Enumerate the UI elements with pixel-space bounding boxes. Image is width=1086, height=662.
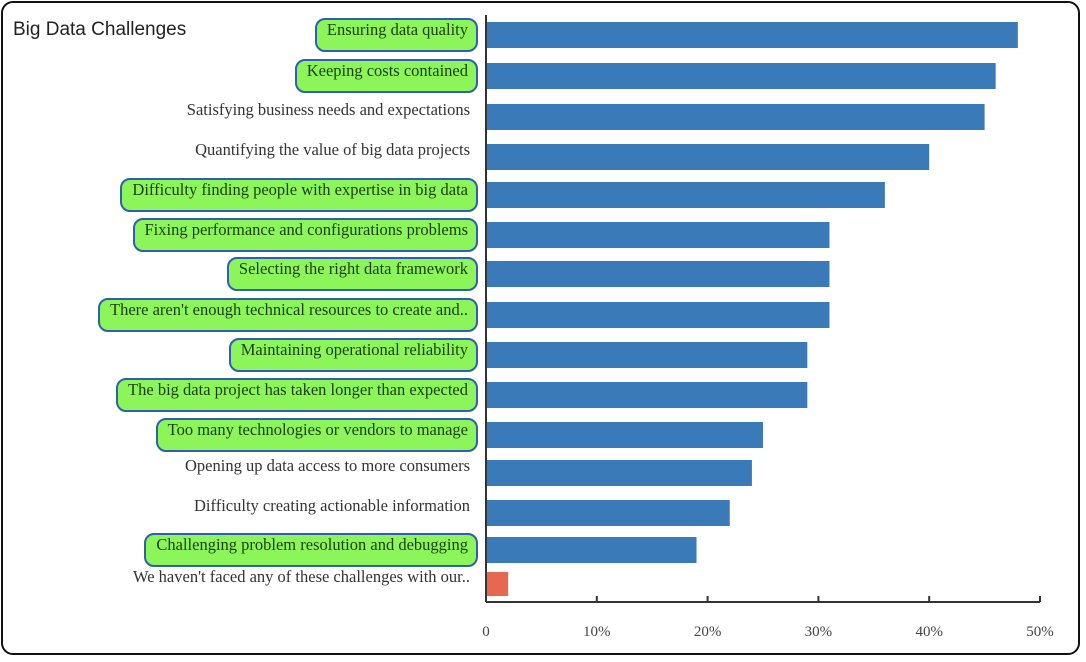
highlighted-category-label: Too many technologies or vendors to mana… <box>155 418 478 452</box>
category-label: Satisfying business needs and expectatio… <box>186 100 470 119</box>
highlighted-category-label: Keeping costs contained <box>294 59 478 93</box>
highlighted-category-label: Selecting the right data framework <box>226 257 478 291</box>
bar-10 <box>487 422 763 448</box>
highlighted-category-label: Fixing performance and configurations pr… <box>132 218 478 252</box>
bar-1 <box>487 63 996 89</box>
category-label: Difficulty creating actionable informati… <box>194 496 470 515</box>
highlighted-category-label: Ensuring data quality <box>314 18 478 52</box>
bar-9 <box>487 382 808 408</box>
bar-11 <box>487 460 752 486</box>
x-tick-label: 0 <box>482 624 490 640</box>
x-tick-label: 20% <box>694 624 722 640</box>
x-tick-label: 40% <box>915 624 943 640</box>
chart-title: Big Data Challenges <box>13 19 187 40</box>
highlighted-category-label: Difficulty finding people with expertise… <box>120 178 478 212</box>
bar-4 <box>487 182 885 208</box>
bar-13 <box>487 537 697 563</box>
category-label: We haven't faced any of these challenges… <box>132 567 470 586</box>
bar-5 <box>487 222 830 248</box>
bar-0 <box>487 22 1018 48</box>
x-tick-label: 50% <box>1026 624 1054 640</box>
highlighted-category-label: Challenging problem resolution and debug… <box>144 533 478 567</box>
bar-8 <box>487 342 808 368</box>
x-tick-label: 10% <box>583 624 611 640</box>
x-tick-label: 30% <box>805 624 833 640</box>
bar-14 <box>487 572 509 596</box>
bar-2 <box>487 104 985 130</box>
highlighted-category-label: Maintaining operational reliability <box>228 338 478 372</box>
bar-3 <box>487 144 930 170</box>
highlighted-category-label: There aren't enough technical resources … <box>98 298 478 332</box>
bar-7 <box>487 302 830 328</box>
category-label: Opening up data access to more consumers <box>185 456 470 475</box>
category-label: Quantifying the value of big data projec… <box>195 140 470 159</box>
highlighted-category-label: The big data project has taken longer th… <box>116 378 478 412</box>
bar-6 <box>487 261 830 287</box>
bar-12 <box>487 500 730 526</box>
